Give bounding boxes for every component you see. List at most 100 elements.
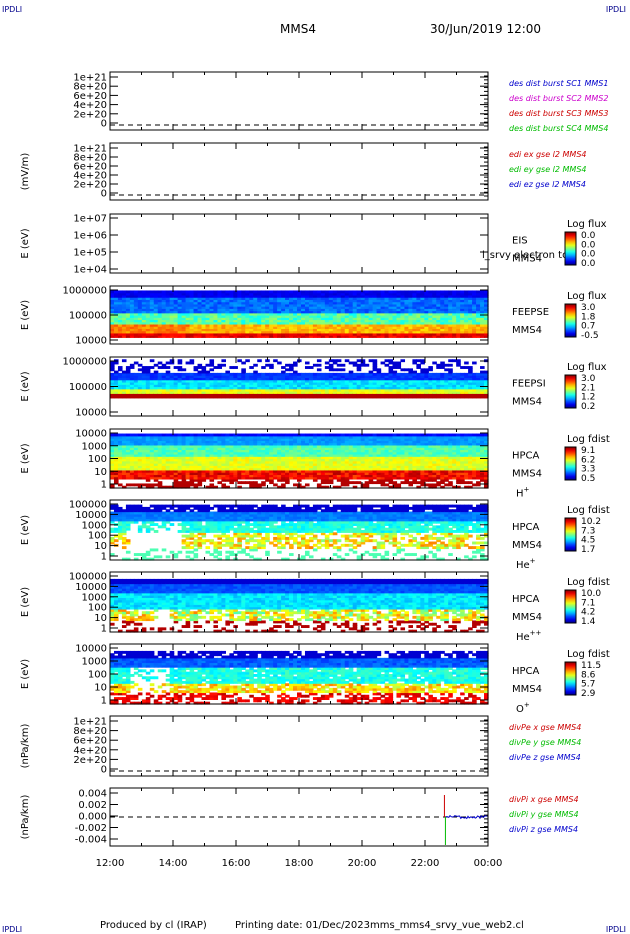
p4-spectrogram-cell <box>241 323 246 327</box>
p3-ytick-label: 1e+04 <box>73 265 107 276</box>
p5-spectrogram-cell <box>380 388 386 392</box>
p4-spectrogram-cell <box>205 301 211 305</box>
p5-spectrogram-cell <box>237 391 242 394</box>
p5-spectrogram-cell <box>273 388 278 392</box>
p5-spectrogram-cell <box>209 377 215 381</box>
p6-spectrogram-cell <box>249 456 254 460</box>
p4-spectrogram-cell <box>169 297 175 300</box>
p6-spectrogram-cell <box>121 442 127 446</box>
p6-spectrogram-cell <box>372 458 378 462</box>
p4-spectrogram-cell <box>380 335 386 338</box>
p5-spectrogram-cell <box>269 395 274 399</box>
p4-spectrogram-cell <box>157 303 163 307</box>
p5-spectrogram-cell <box>257 381 262 385</box>
p5-spectrogram-cell <box>468 375 473 379</box>
p6-spectrogram-cell <box>165 449 171 453</box>
p4-spectrogram-cell <box>312 328 318 332</box>
p5-spectrogram-cell <box>225 377 230 381</box>
p4-spectrogram-cell <box>221 292 226 296</box>
p6-spectrogram-cell <box>217 451 223 455</box>
p6-spectrogram-cell <box>177 472 183 475</box>
p6-spectrogram-cell <box>356 435 362 439</box>
p4-spectrogram-cell <box>117 294 123 298</box>
p4-spectrogram-cell <box>209 317 215 321</box>
p5-spectrogram-cell <box>464 372 469 376</box>
p4-spectrogram-cell <box>428 306 433 309</box>
p6-spectrogram-cell <box>376 453 382 457</box>
p6-spectrogram-cell <box>193 453 199 457</box>
p4-spectrogram-cell <box>265 310 270 314</box>
p6-spectrogram-cell <box>177 451 183 455</box>
p4-spectrogram-cell <box>165 326 171 329</box>
p5-spectrogram-cell <box>241 391 246 394</box>
p4-spectrogram-cell <box>193 308 199 312</box>
p6-spectrogram-cell <box>304 449 310 453</box>
p6-spectrogram-cell <box>269 467 274 471</box>
p5-spectrogram-cell <box>237 377 242 381</box>
p5-spectrogram-cell <box>476 375 481 379</box>
p4-spectrogram-cell <box>197 297 203 300</box>
p6-spectrogram-cell <box>300 463 306 466</box>
p6-spectrogram-cell <box>265 460 270 464</box>
p6-spectrogram-cell <box>217 469 223 473</box>
p4-spectrogram-cell <box>368 308 374 312</box>
p4-spectrogram-cell <box>229 323 234 327</box>
p4-spectrogram-cell <box>368 321 374 325</box>
p4-spectrogram-cell <box>484 292 489 296</box>
p4-spectrogram-cell <box>221 315 226 318</box>
p5-spectrogram-cell <box>145 388 151 392</box>
p5-spectrogram-cell <box>364 372 370 376</box>
p6-spectrogram-cell <box>229 467 234 471</box>
p4-spectrogram-cell <box>484 330 489 334</box>
p4-spectrogram-cell <box>157 308 163 312</box>
p6-spectrogram-cell <box>368 465 374 469</box>
p6-spectrogram-cell <box>209 442 215 446</box>
p5-spectrogram-cell <box>436 372 441 376</box>
p5-spectrogram-cell <box>356 368 362 372</box>
p5-spectrogram-cell <box>113 386 119 390</box>
p4-spectrogram-cell <box>149 303 155 307</box>
p5-spectrogram-cell <box>348 361 354 365</box>
p2-ytick-label: 2e+20 <box>73 180 107 191</box>
p5-spectrogram-cell <box>360 381 366 385</box>
p5-spectrogram-cell <box>189 386 195 390</box>
p6-spectrogram-cell <box>273 451 278 455</box>
p4-spectrogram-cell <box>181 319 187 323</box>
p4-spectrogram-cell <box>257 323 262 327</box>
p4-spectrogram-cell <box>245 297 250 300</box>
p4-spectrogram-cell <box>316 308 322 312</box>
p4-spectrogram-cell <box>336 321 342 325</box>
p5-spectrogram-cell <box>372 363 378 367</box>
p6-spectrogram-cell <box>113 463 119 466</box>
p6-spectrogram-cell <box>197 435 203 439</box>
p4-spectrogram-cell <box>444 332 449 336</box>
p4-spectrogram-cell <box>193 323 199 327</box>
p4-spectrogram-cell <box>428 330 433 334</box>
p5-spectrogram-cell <box>181 381 187 385</box>
p6-spectrogram-cell <box>340 465 346 469</box>
p4-spectrogram-cell <box>165 292 171 296</box>
p4-spectrogram-cell <box>125 317 131 321</box>
p6-spectrogram-cell <box>169 476 175 480</box>
p5-spectrogram-cell <box>213 384 219 388</box>
p6-spectrogram-cell <box>376 460 382 464</box>
p4-spectrogram-cell <box>237 301 242 305</box>
p6-spectrogram-cell <box>285 449 290 453</box>
p4-spectrogram-cell <box>129 299 135 303</box>
p6-spectrogram-cell <box>332 485 338 489</box>
p6-spectrogram-cell <box>289 458 294 462</box>
p5-spectrogram-cell <box>125 368 131 372</box>
p6-spectrogram-cell <box>253 460 258 464</box>
p4-spectrogram-cell <box>149 330 155 334</box>
p4-spectrogram-cell <box>181 299 187 303</box>
p4-spectrogram-cell <box>229 335 234 338</box>
p5-spectrogram-cell <box>121 359 127 363</box>
p4-spectrogram-cell <box>308 312 314 316</box>
p5-spectrogram-cell <box>352 388 358 392</box>
p4-spectrogram-cell <box>400 310 406 314</box>
p6-spectrogram-cell <box>364 460 370 464</box>
p6-spectrogram-cell <box>265 465 270 469</box>
p4-spectrogram-cell <box>416 328 421 332</box>
p5-spectrogram-cell <box>484 395 489 399</box>
p6-spectrogram-cell <box>281 449 286 453</box>
